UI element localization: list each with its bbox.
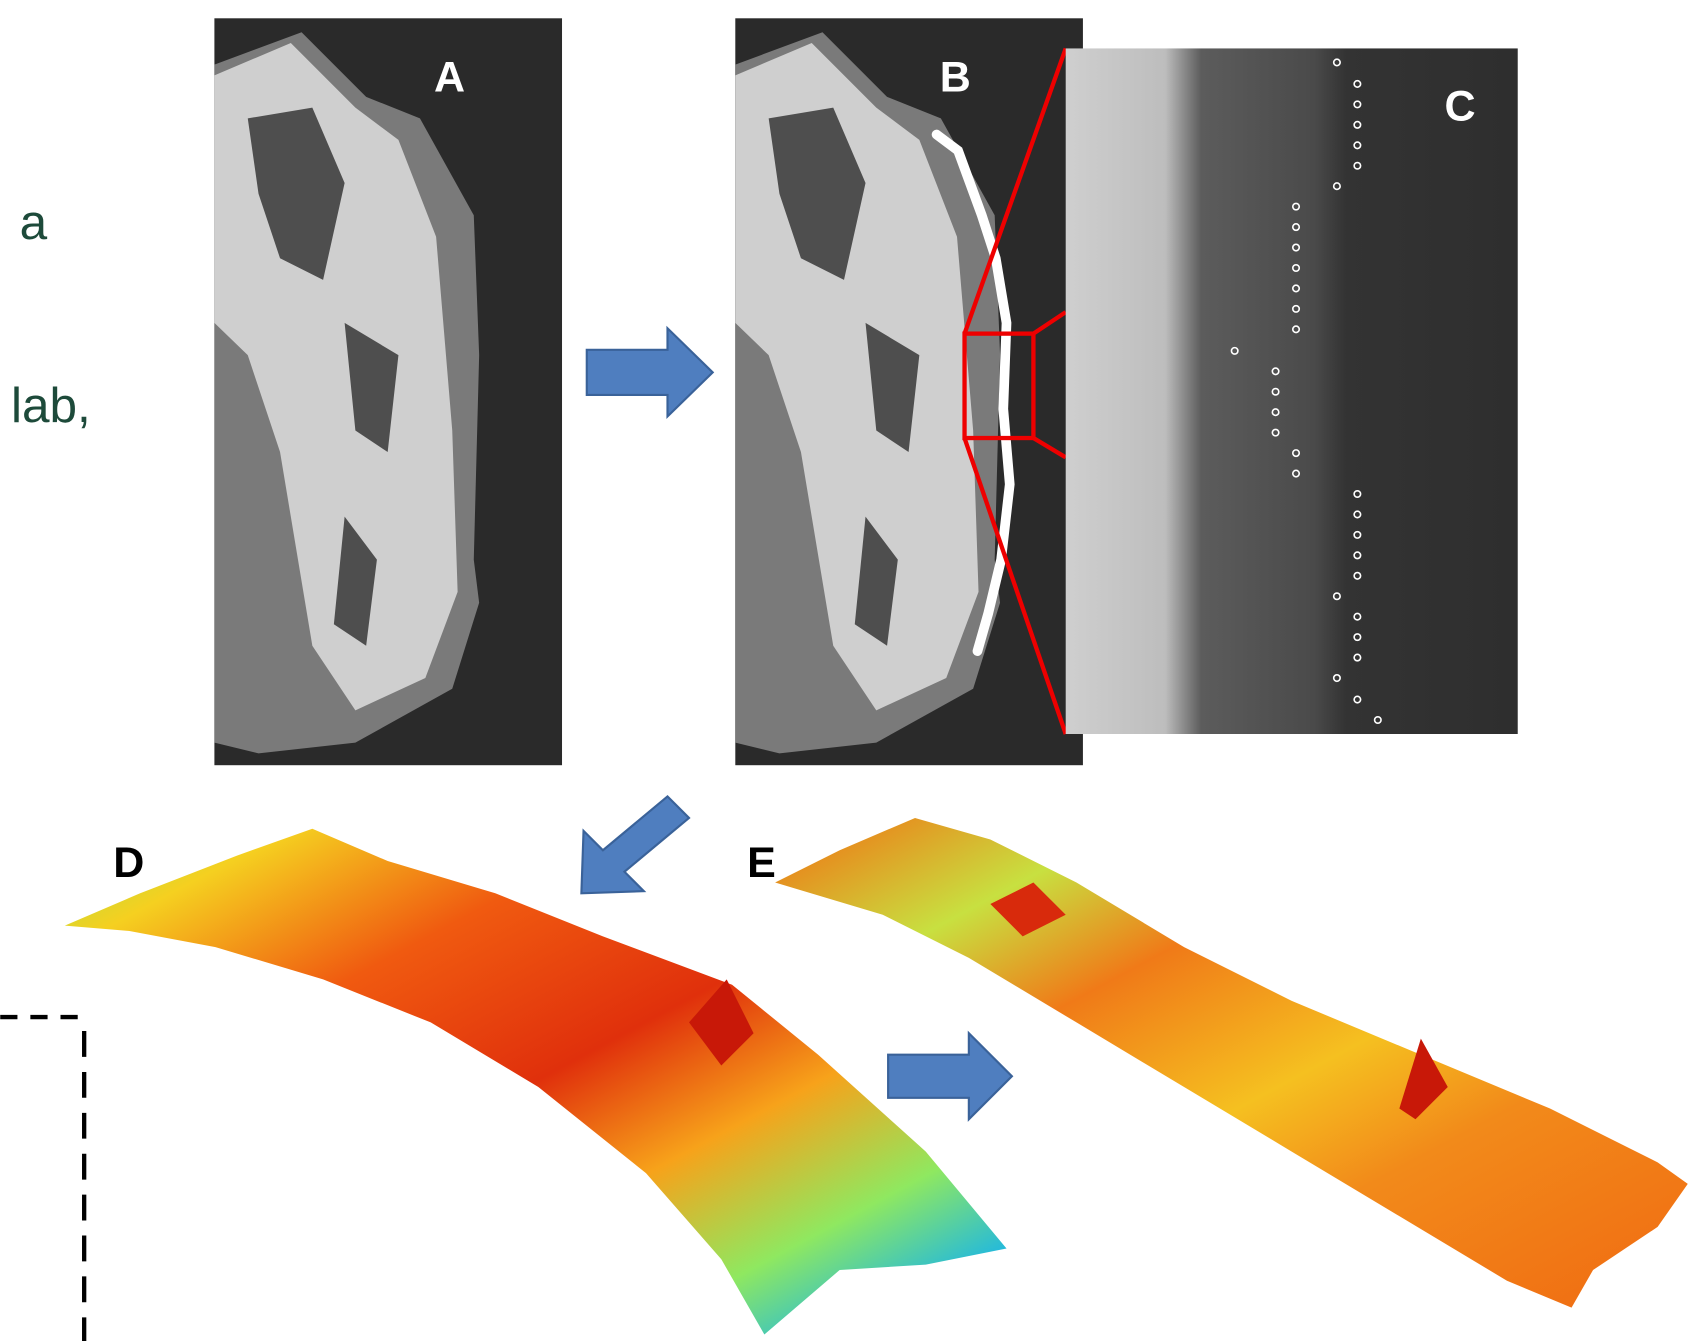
side-text: a [20,195,48,250]
page: a lab, A B C D E (() => { const data = [0,0,1688,1341]
panel-label: A [434,53,465,101]
panel-c [1066,48,1518,734]
arrow [587,328,713,416]
panel-label: E [747,839,776,887]
figure: a lab, A B C D E [0,0,1688,1341]
panel-label: D [113,839,144,887]
side-text: lab, [11,378,91,433]
arrow [888,1033,1012,1119]
panel-label: C [1445,83,1476,131]
arrow [581,796,689,893]
panel-label: B [940,53,971,101]
